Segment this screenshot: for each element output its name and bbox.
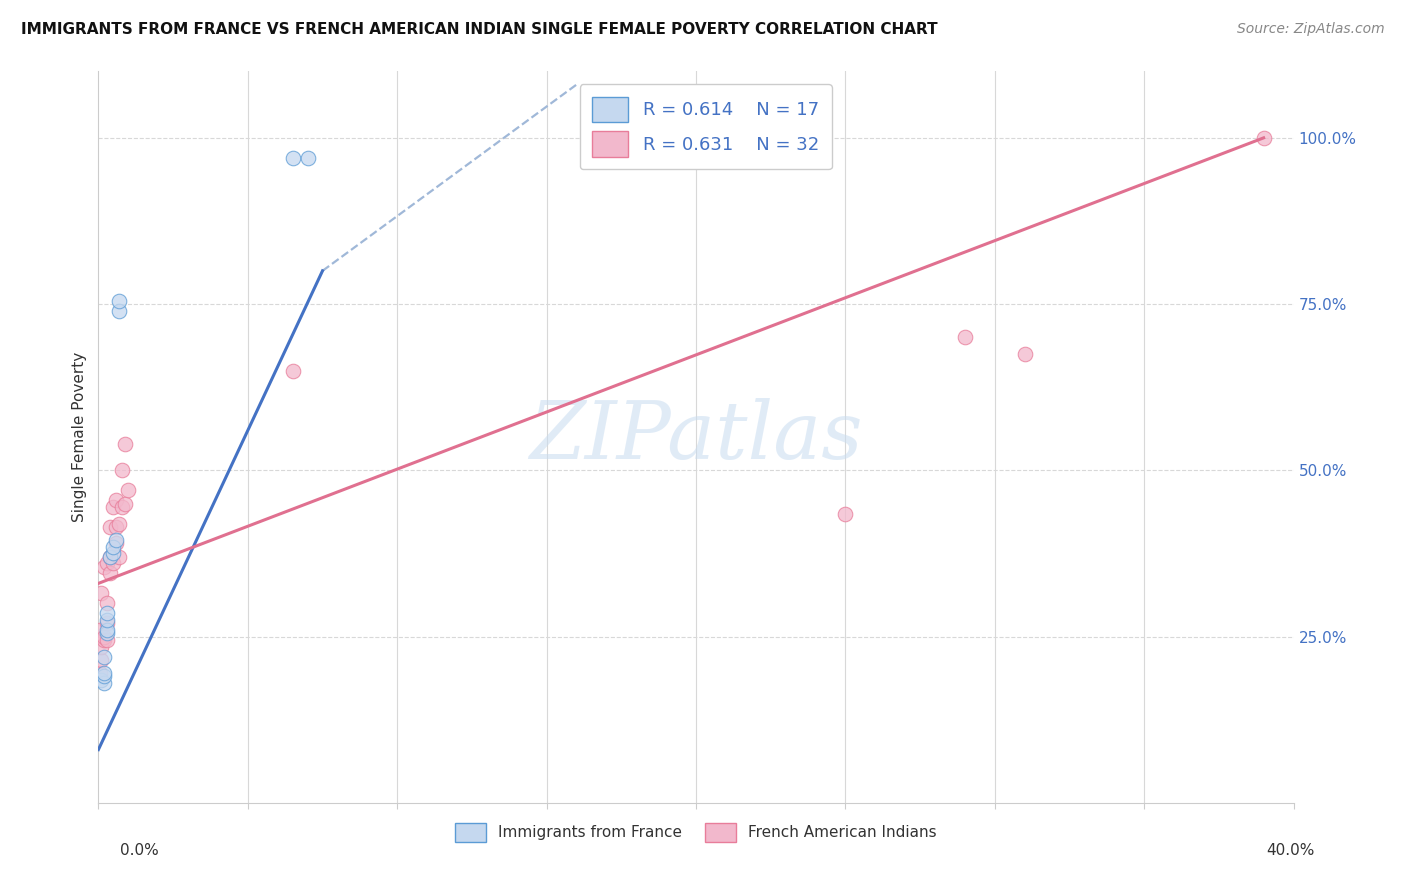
Point [96,607,118,621]
Text: IMMIGRANTS FROM FRANCE VS FRENCH AMERICAN INDIAN SINGLE FEMALE POVERTY CORRELATI: IMMIGRANTS FROM FRANCE VS FRENCH AMERICA… [21,22,938,37]
Point [105,520,128,534]
Point [834,507,856,521]
Point [93,666,115,681]
Text: 40.0%: 40.0% [1267,843,1315,858]
Point [105,493,128,508]
Point [98,549,122,564]
Point [96,623,118,637]
Point [93,649,115,664]
Point [108,303,131,318]
Point [98,520,122,534]
Point [98,549,122,564]
Point [953,330,976,344]
Point [90,673,112,687]
Y-axis label: Single Female Poverty: Single Female Poverty [72,352,87,522]
Point [114,497,136,511]
Point [90,653,112,667]
Point [111,463,134,477]
Text: Source: ZipAtlas.com: Source: ZipAtlas.com [1237,22,1385,37]
Point [96,557,118,571]
Text: 0.0%: 0.0% [120,843,159,858]
Point [108,516,131,531]
Point [108,549,131,564]
Point [89,623,111,637]
Point [103,557,125,571]
Point [96,613,118,627]
Point [105,533,128,548]
Point [108,293,131,308]
Point [103,500,125,514]
Text: ZIPatlas: ZIPatlas [529,399,863,475]
Point [90,586,112,600]
Point [93,559,115,574]
Point [96,616,118,631]
Point [98,566,122,581]
Point [89,666,111,681]
Point [105,536,128,550]
Point [96,596,118,610]
Point [93,669,115,683]
Point [93,676,115,690]
Point [93,632,115,647]
Point [281,363,304,377]
Point [114,436,136,450]
Point [297,151,319,165]
Point [281,151,304,165]
Point [103,540,125,554]
Point [96,632,118,647]
Point [111,500,134,514]
Legend: Immigrants from France, French American Indians: Immigrants from France, French American … [450,817,942,847]
Point [93,630,115,644]
Point [1253,131,1275,145]
Point [96,626,118,640]
Point [117,483,139,498]
Point [1014,347,1036,361]
Point [103,546,125,560]
Point [90,640,112,654]
